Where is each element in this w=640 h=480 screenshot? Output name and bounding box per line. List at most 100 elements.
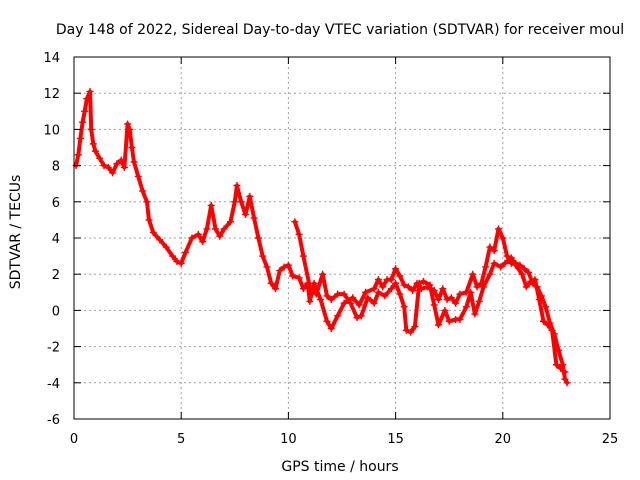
data-point — [467, 288, 475, 296]
data-point — [259, 252, 267, 260]
data-point — [490, 259, 498, 267]
data-point — [113, 160, 121, 168]
data-point — [79, 118, 87, 126]
data-point — [559, 361, 567, 369]
grid-lines — [74, 57, 610, 419]
data-point — [254, 234, 262, 242]
y-tick-label: 6 — [52, 196, 60, 211]
data-point — [203, 225, 211, 233]
data-point — [462, 303, 470, 311]
data-point — [284, 261, 292, 269]
x-tick-label: 15 — [387, 432, 404, 447]
data-point — [96, 154, 104, 162]
data-point — [452, 299, 460, 307]
data-point — [456, 315, 464, 323]
data-point — [295, 274, 303, 282]
x-tick-label: 20 — [495, 432, 512, 447]
data-point — [400, 303, 408, 311]
data-point — [216, 232, 224, 240]
data-point — [162, 243, 170, 251]
y-tick-label: -6 — [47, 413, 60, 428]
data-point — [482, 263, 490, 271]
data-point — [188, 234, 196, 242]
data-point — [299, 252, 307, 260]
data-point — [353, 314, 361, 322]
data-point — [349, 294, 357, 302]
data-point — [100, 162, 108, 170]
data-point — [233, 182, 241, 190]
data-point — [134, 172, 142, 180]
data-point — [552, 361, 560, 369]
data-point — [323, 292, 331, 300]
y-tick-label: 2 — [52, 268, 60, 283]
data-point — [456, 290, 464, 298]
data-point — [430, 301, 438, 309]
data-point — [246, 192, 254, 200]
data-point — [396, 272, 404, 280]
data-point — [86, 87, 94, 95]
data-point — [439, 285, 447, 293]
data-point — [242, 210, 250, 218]
data-point — [469, 270, 477, 278]
data-point — [499, 234, 507, 242]
data-point — [117, 156, 125, 164]
data-point — [289, 272, 297, 280]
data-point — [310, 279, 318, 287]
data-point — [374, 288, 382, 296]
tick-labels: 0 5 10 15 20 25 -6 -4 -2 0 2 4 6 8 10 12 14 — [43, 51, 618, 447]
data-point — [312, 290, 320, 298]
data-point — [130, 158, 138, 166]
data-point — [507, 254, 515, 262]
data-point — [561, 368, 569, 376]
y-tick-label: -2 — [47, 341, 60, 356]
data-point — [379, 283, 387, 291]
data-point — [327, 296, 335, 304]
data-point — [327, 325, 335, 332]
chart-title: Day 148 of 2022, Sidereal Day-to-day VTE… — [56, 22, 624, 38]
data-point — [542, 303, 550, 311]
data-point — [548, 326, 556, 334]
data-point — [518, 270, 526, 278]
data-point — [334, 290, 342, 298]
data-point — [323, 317, 331, 325]
data-point — [149, 229, 157, 237]
data-point — [387, 276, 395, 284]
data-point — [340, 299, 348, 307]
data-point — [471, 310, 479, 318]
data-point — [267, 279, 275, 287]
y-tick-label: 10 — [43, 123, 60, 138]
data-point — [561, 375, 569, 383]
data-point — [387, 285, 395, 293]
y-tick-label: 12 — [43, 87, 60, 102]
data-point — [299, 285, 307, 293]
data-point — [169, 252, 177, 260]
data-point — [512, 261, 520, 269]
data-point — [173, 258, 181, 266]
data-point — [434, 321, 442, 329]
data-point — [381, 292, 389, 300]
x-tick-label: 25 — [602, 432, 619, 447]
data-point — [540, 317, 548, 325]
y-axis-title: SDTVAR / TECUs — [8, 175, 24, 290]
data-point — [497, 263, 505, 271]
series-sdtvar-b — [291, 218, 569, 376]
data-point — [340, 290, 348, 298]
x-axis-title: GPS time / hours — [281, 459, 398, 475]
y-tick-label: 4 — [52, 232, 60, 247]
x-tick-label: 10 — [280, 432, 297, 447]
data-point — [475, 297, 483, 305]
data-point — [392, 279, 400, 287]
data-point — [396, 290, 404, 298]
data-point — [143, 198, 151, 206]
y-tick-label: 8 — [52, 160, 60, 175]
data-point — [409, 286, 417, 294]
data-point — [194, 230, 202, 238]
data-point — [407, 328, 415, 336]
data-point — [220, 225, 228, 233]
data-point — [404, 283, 412, 291]
data-point — [527, 277, 535, 285]
data-point — [445, 317, 453, 325]
series-sdtvar — [72, 87, 571, 387]
data-point — [83, 95, 91, 103]
